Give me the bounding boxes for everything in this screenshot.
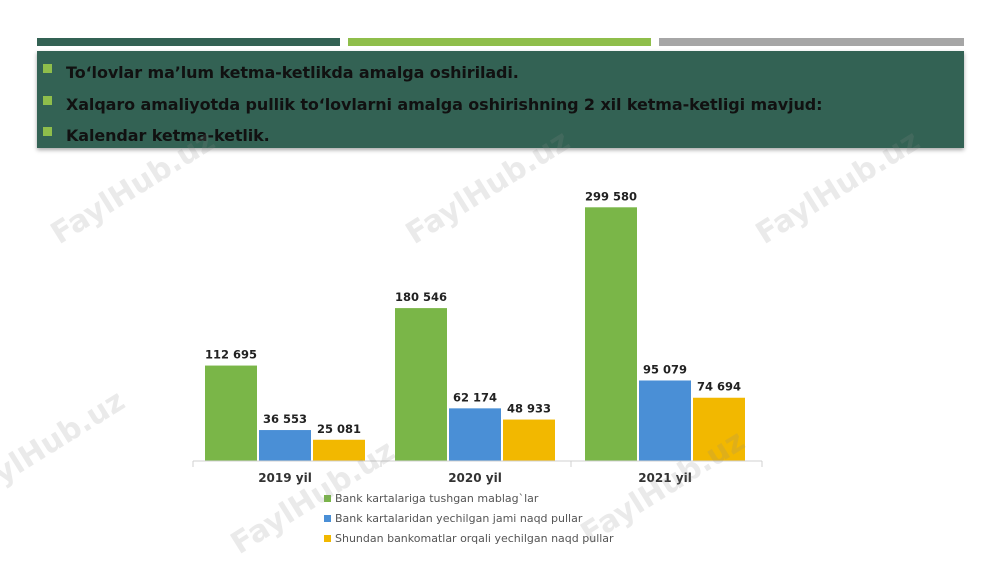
bar-2-2021-yil bbox=[639, 380, 691, 461]
legend-label: Shundan bankomatlar orqali yechilgan naq… bbox=[335, 532, 614, 545]
category-label: 2021 yil bbox=[638, 471, 692, 485]
data-label: 48 933 bbox=[507, 402, 551, 416]
bullet-text: Kalendar ketma-ketlik. bbox=[66, 126, 270, 146]
bullet-item: To‘lovlar ma’lum ketma-ketlikda amalga o… bbox=[43, 57, 964, 89]
bullet-text: Xalqaro amaliyotda pullik to‘lovlarni am… bbox=[66, 94, 823, 114]
data-label: 180 546 bbox=[395, 290, 447, 304]
bullet-square-icon bbox=[43, 95, 52, 105]
header-bar-gray bbox=[659, 38, 964, 46]
bar-2-2020-yil bbox=[449, 408, 501, 461]
bullet-item: Kalendar ketma-ketlik. bbox=[43, 120, 964, 152]
bullet-text: To‘lovlar ma’lum ketma-ketlikda amalga o… bbox=[66, 63, 519, 83]
bar-3-2021-yil bbox=[693, 397, 745, 461]
data-label: 299 580 bbox=[585, 189, 637, 203]
bullet-square-icon bbox=[43, 127, 52, 137]
bar-3-2020-yil bbox=[503, 419, 555, 461]
legend-label: Bank kartalaridan yechilgan jami naqd pu… bbox=[335, 512, 583, 525]
bullet-item: Xalqaro amaliyotda pullik to‘lovlarni am… bbox=[43, 89, 964, 121]
data-label: 95 079 bbox=[643, 362, 687, 376]
data-label: 36 553 bbox=[263, 412, 307, 426]
legend-swatch bbox=[324, 535, 331, 542]
header-bar-green bbox=[348, 38, 651, 46]
category-label: 2020 yil bbox=[448, 471, 502, 485]
data-label: 112 695 bbox=[205, 348, 257, 362]
header-bar-dark bbox=[37, 38, 340, 46]
bullet-list: To‘lovlar ma’lum ketma-ketlikda amalga o… bbox=[37, 51, 964, 148]
bar-3-2019-yil bbox=[313, 439, 365, 461]
bar-1-2021-yil bbox=[585, 207, 637, 461]
data-label: 62 174 bbox=[453, 390, 497, 404]
bullet-square-icon bbox=[43, 64, 52, 74]
bar-1-2019-yil bbox=[205, 365, 257, 461]
data-label: 74 694 bbox=[697, 380, 741, 394]
data-label: 25 081 bbox=[317, 422, 361, 436]
legend-label: Bank kartalariga tushgan mablag`lar bbox=[335, 492, 539, 505]
legend-swatch bbox=[324, 495, 331, 502]
legend-swatch bbox=[324, 515, 331, 522]
bar-1-2020-yil bbox=[395, 308, 447, 461]
category-label: 2019 yil bbox=[258, 471, 312, 485]
bar-2-2019-yil bbox=[259, 430, 311, 461]
